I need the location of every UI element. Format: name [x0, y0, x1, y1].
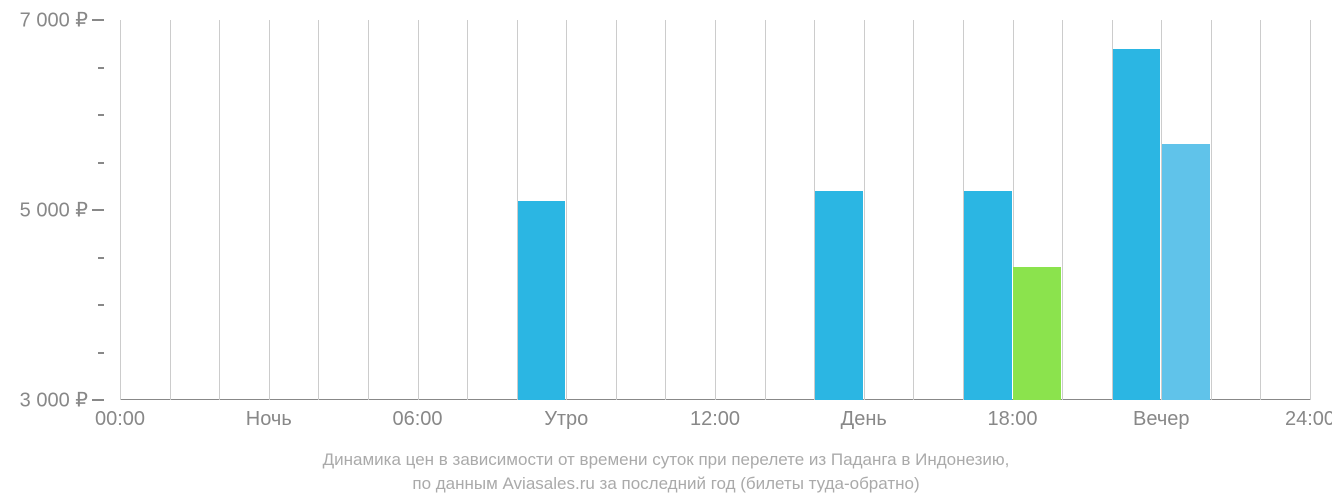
grid-line-v — [120, 20, 121, 400]
x-tick-label: 06:00 — [392, 408, 442, 431]
chart-caption: Динамика цен в зависимости от времени су… — [0, 448, 1332, 496]
bar — [1013, 267, 1061, 400]
bar — [964, 191, 1012, 400]
bar — [815, 191, 863, 400]
y-tick-label: 3 000 ₽ — [20, 388, 88, 413]
x-tick-label: 24:00 — [1285, 408, 1332, 431]
grid-line-v — [913, 20, 914, 400]
grid-line-v — [1310, 20, 1311, 400]
x-tick-label: 18:00 — [987, 408, 1037, 431]
grid-line-v — [715, 20, 716, 400]
x-tick-label: 12:00 — [690, 408, 740, 431]
y-tick-label: 5 000 ₽ — [20, 198, 88, 223]
grid-line-v — [418, 20, 419, 400]
y-axis: 3 000 ₽5 000 ₽7 000 ₽ — [0, 20, 110, 400]
grid-line-v — [219, 20, 220, 400]
grid-line-v — [1211, 20, 1212, 400]
x-axis: 00:00Ночь06:00Утро12:00День18:00Вечер24:… — [120, 408, 1310, 438]
grid-line-v — [616, 20, 617, 400]
x-tick-label: Утро — [544, 408, 588, 431]
grid-line-v — [765, 20, 766, 400]
chart-container: 3 000 ₽5 000 ₽7 000 ₽ 00:00Ночь06:00Утро… — [0, 0, 1332, 502]
y-tick-mark-minor — [98, 162, 104, 164]
y-tick-mark-major — [92, 399, 104, 401]
bar — [1113, 49, 1161, 401]
y-tick-mark-minor — [98, 257, 104, 259]
x-tick-label: Вечер — [1133, 408, 1189, 431]
y-tick-mark-major — [92, 209, 104, 211]
grid-line-v — [170, 20, 171, 400]
grid-line-v — [665, 20, 666, 400]
caption-line-1: Динамика цен в зависимости от времени су… — [0, 448, 1332, 472]
y-tick-mark-minor — [98, 352, 104, 354]
grid-line-v — [318, 20, 319, 400]
bar — [518, 201, 566, 401]
grid-line-v — [368, 20, 369, 400]
grid-line-v — [864, 20, 865, 400]
plot-area — [120, 20, 1310, 400]
y-tick-mark-minor — [98, 114, 104, 116]
x-tick-label: 00:00 — [95, 408, 145, 431]
grid-line-v — [566, 20, 567, 400]
y-tick-mark-minor — [98, 304, 104, 306]
grid-line-v — [269, 20, 270, 400]
y-tick-label: 7 000 ₽ — [20, 8, 88, 33]
x-tick-label: Ночь — [246, 408, 292, 431]
bar — [1162, 144, 1210, 401]
x-tick-label: День — [841, 408, 887, 431]
grid-line-v — [1260, 20, 1261, 400]
grid-line-v — [1062, 20, 1063, 400]
y-tick-mark-minor — [98, 67, 104, 69]
caption-line-2: по данным Aviasales.ru за последний год … — [0, 472, 1332, 496]
grid-line-v — [467, 20, 468, 400]
y-tick-mark-major — [92, 19, 104, 21]
